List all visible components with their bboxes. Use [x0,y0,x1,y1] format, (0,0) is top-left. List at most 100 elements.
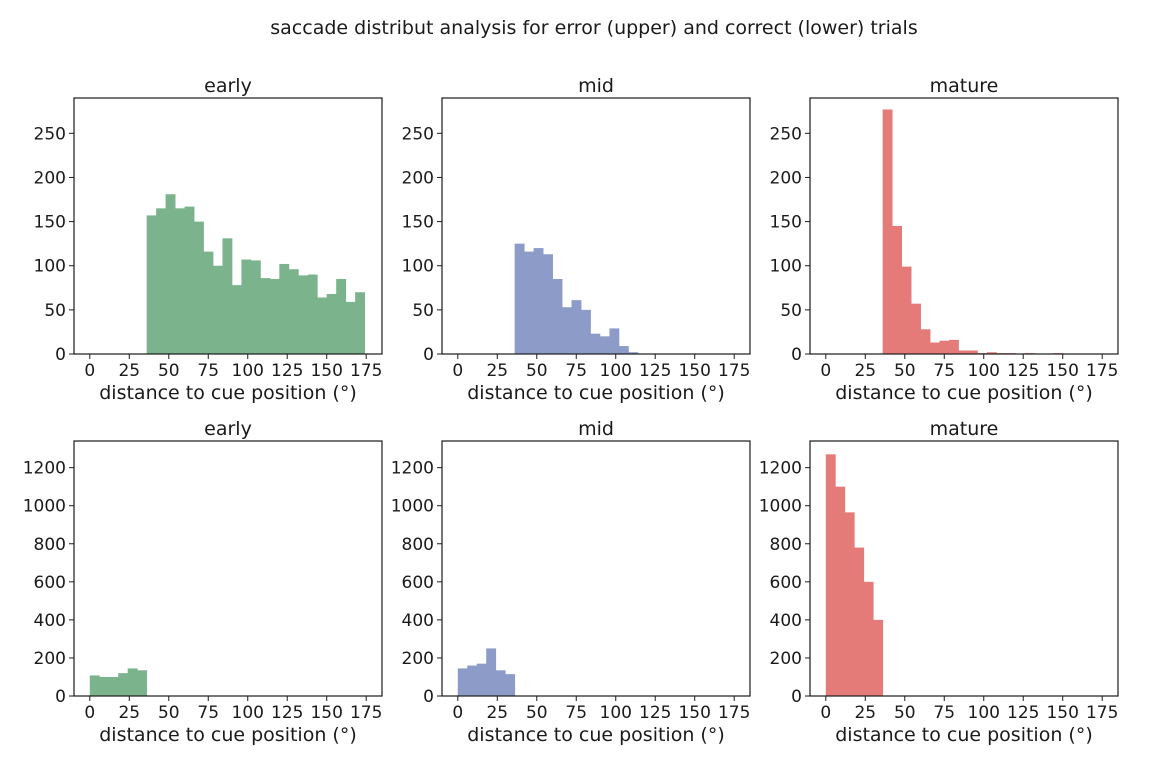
y-tick-label: 200 [770,168,802,188]
panel-grid: 0 25 50 75 100 125 150 175050100150200250earlyd… [23,75,1119,746]
x-axis-label: distance to cue position (°) [467,724,725,746]
histogram-bar [844,512,855,696]
histogram-bar [203,251,214,354]
axes-frame [441,440,751,697]
y-tick-label: 0 [423,687,434,707]
y-tick-label: 1000 [391,497,434,517]
histogram-bar [882,109,893,354]
x-tick-label: 175 [1086,703,1118,723]
x-axis-label: distance to cue position (°) [835,724,1093,746]
histogram-bar [476,663,487,696]
panel-title: early [204,418,252,440]
x-tick-label: 125 [639,703,671,723]
x-tick-label: 0 [84,361,95,381]
axes-frame [809,440,1119,697]
histogram-bar [524,251,535,354]
histogram-bar [590,333,601,354]
x-tick-label: 100 [600,703,632,723]
histogram-bar [618,346,629,354]
y-tick-label: 250 [402,124,434,144]
axes-frame [809,97,1119,355]
y-tick-label: 200 [402,168,434,188]
histogram-bar [184,206,195,354]
x-tick-label: 100 [232,703,264,723]
panel-2: 0 25 50 75 100 125 150 175 0 50 100 150 200 250 mature… [770,75,1119,404]
x-tick-label: 150 [1046,361,1078,381]
panel-title: mid [578,418,614,440]
x-tick-label: 100 [600,361,632,381]
histogram-bar [260,278,271,354]
x-tick-label: 0 [820,361,831,381]
y-tick-label: 1200 [391,459,434,479]
y-tick-label: 0 [55,345,66,365]
histogram-bar [486,648,497,696]
histogram-bar [958,350,969,354]
histogram-bar [892,226,903,354]
panel-title: mature [930,418,999,440]
histogram-bar [835,486,846,696]
panel-1: 0 25 50 75 100 125 150 175 0 50 100 150 200 250 mid dis… [402,75,751,404]
y-tick-label: 50 [412,301,434,321]
y-tick-label: 800 [770,535,802,555]
histogram-bar [543,254,553,354]
histogram-bar [533,248,544,354]
x-tick-label: 150 [310,361,342,381]
x-tick-label: 125 [639,361,671,381]
y-tick-label: 1000 [23,497,66,517]
histogram-bar [355,292,366,354]
x-tick-label: 100 [232,361,264,381]
x-tick-label: 75 [197,361,219,381]
x-tick-label: 25 [486,361,508,381]
x-tick-label: 25 [854,361,876,381]
histogram-bar [930,342,940,354]
x-axis-label: distance to cue position (°) [99,382,357,404]
histogram-bar [939,340,950,354]
histogram-bar [99,676,110,696]
histogram-bar [336,278,347,354]
histogram-bar [571,300,582,354]
x-tick-label: 125 [271,703,303,723]
y-tick-label: 100 [34,257,66,277]
x-axis-label: distance to cue position (°) [99,724,357,746]
histogram-bar [250,260,261,354]
histogram-bar [628,352,639,354]
histogram-bar [175,208,185,354]
x-axis-label: distance to cue position (°) [835,382,1093,404]
x-tick-label: 150 [678,361,710,381]
y-tick-label: 150 [402,213,434,233]
y-tick-label: 0 [791,687,802,707]
y-tick-label: 0 [791,345,802,365]
y-tick-label: 1200 [759,459,802,479]
x-tick-label: 75 [197,703,219,723]
y-tick-label: 100 [402,257,434,277]
histogram-bar [580,309,591,354]
y-tick-label: 200 [34,649,66,669]
histogram-bar [222,238,233,354]
histogram-bar [825,454,836,696]
panel-0: 0 25 50 75 100 125 150 175 0 50 100 150 200 250 early d… [34,75,383,404]
panel-title: early [204,75,252,97]
y-tick-label: 800 [402,535,434,555]
x-tick-label: 50 [158,703,180,723]
histogram-bar [279,263,290,354]
x-tick-label: 125 [1007,361,1039,381]
histogram-bar [146,215,157,354]
x-tick-label: 175 [718,703,750,723]
histogram-bar [89,675,100,696]
histogram-bar [514,243,525,354]
y-tick-label: 400 [770,611,802,631]
y-tick-label: 1200 [23,459,66,479]
y-tick-label: 200 [402,649,434,669]
histogram-bar [108,676,119,696]
histogram-bar [609,328,620,354]
x-tick-label: 0 [84,703,95,723]
histogram-bar [307,274,318,354]
x-axis-label: distance to cue position (°) [467,382,725,404]
x-tick-label: 25 [854,703,876,723]
histogram-bar [269,278,280,354]
y-tick-label: 200 [34,168,66,188]
histogram-bar [317,297,328,354]
histogram-bar [165,194,176,354]
histogram-bar [863,581,874,696]
x-tick-label: 0 [452,361,463,381]
